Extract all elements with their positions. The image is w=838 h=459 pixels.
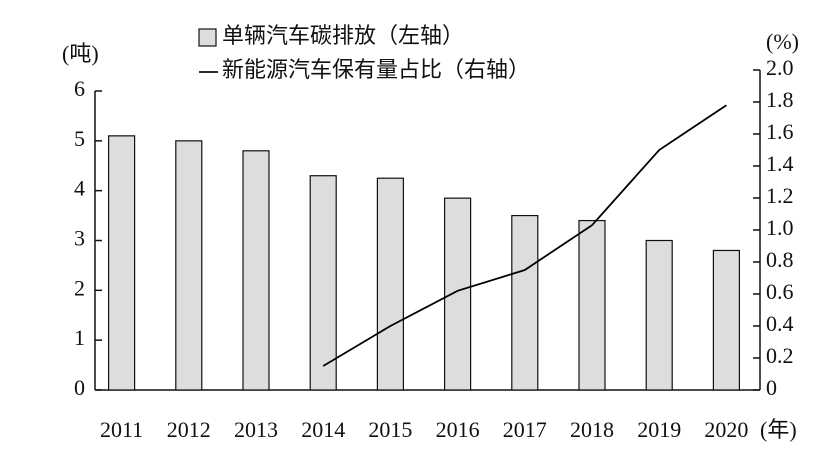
- y2-tick-label: 2.0: [766, 55, 794, 80]
- x-tick-label: 2020: [704, 417, 748, 442]
- x-tick-label: 2012: [167, 417, 211, 442]
- bar: [242, 150, 270, 391]
- bar: [712, 249, 741, 391]
- y2-tick-label: 0.8: [766, 247, 794, 272]
- legend-label: 新能源汽车保有量占比（右轴）: [222, 57, 530, 82]
- bar: [578, 219, 606, 391]
- x-tick-label: 2015: [368, 417, 412, 442]
- y2-tick-label: 1.8: [766, 87, 794, 112]
- y2-tick-label: 0.6: [766, 279, 794, 304]
- x-unit: (年): [760, 417, 797, 442]
- y2-tick-label: 0.2: [766, 343, 794, 368]
- y-tick-label: 5: [74, 126, 85, 151]
- bar: [309, 175, 337, 391]
- y-tick-label: 4: [74, 176, 85, 201]
- x-tick-label: 2017: [503, 417, 547, 442]
- bar: [511, 214, 539, 391]
- legend-swatch-bar: [198, 28, 217, 47]
- x-tick-label: 2016: [436, 417, 480, 442]
- y2-tick-label: 1.6: [766, 119, 794, 144]
- y-unit: (吨): [62, 41, 99, 66]
- y-tick-label: 6: [74, 76, 85, 101]
- bar: [645, 239, 673, 391]
- y-tick-label: 2: [74, 275, 85, 300]
- y2-tick-label: 1.0: [766, 215, 794, 240]
- y2-unit: (%): [766, 29, 799, 54]
- bar: [376, 177, 404, 391]
- line: [322, 104, 727, 367]
- bar: [107, 135, 136, 391]
- y-tick-label: 0: [74, 375, 85, 400]
- y2-tick-label: 1.2: [766, 183, 794, 208]
- bar: [175, 140, 203, 391]
- x-tick-label: 2018: [570, 417, 614, 442]
- x-tick-label: 2019: [637, 417, 681, 442]
- x-tick-label: 2013: [234, 417, 278, 442]
- legend-label: 单辆汽车碳排放（左轴）: [222, 23, 464, 48]
- y2-tick-label: 0: [766, 375, 777, 400]
- y2-tick-label: 0.4: [766, 311, 794, 336]
- y-tick-label: 1: [74, 325, 85, 350]
- y-tick-label: 3: [74, 226, 85, 251]
- bar: [444, 197, 472, 391]
- x-tick-label: 2011: [100, 417, 143, 442]
- y2-tick-label: 1.4: [766, 151, 794, 176]
- x-tick-label: 2014: [301, 417, 345, 442]
